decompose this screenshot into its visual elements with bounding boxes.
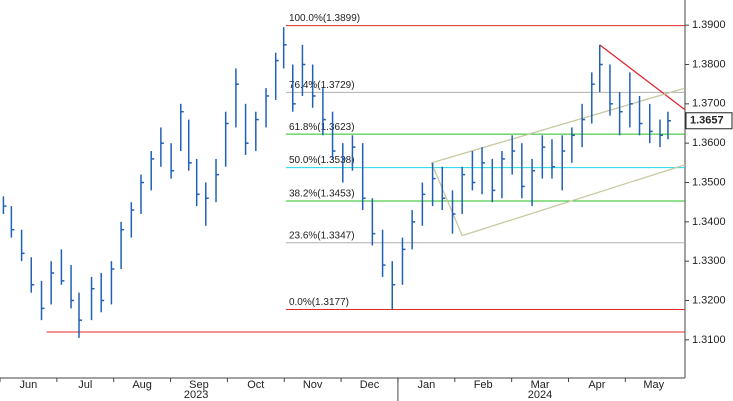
y-tick-label: 1.3400: [692, 216, 726, 228]
level-label: 23.6%(1.3347): [289, 230, 355, 241]
y-tick-label: 1.3500: [692, 176, 726, 188]
level-label: 0.0%(1.3177): [289, 297, 349, 308]
x-tick-label: Dec: [360, 379, 380, 391]
y-tick-label: 1.3700: [692, 98, 726, 110]
x-tick-label: Mar: [531, 379, 550, 391]
x-tick-label: Apr: [588, 379, 605, 391]
last-price-box: [685, 112, 733, 130]
x-tick-label: Aug: [132, 379, 152, 391]
x-tick-label: Jan: [417, 379, 435, 391]
y-tick-label: 1.3100: [692, 334, 726, 346]
last-price-label: 1.3657: [690, 115, 724, 127]
y-tick-label: 1.3200: [692, 294, 726, 306]
trendline: [431, 87, 686, 164]
level-label: 100.0%(1.3899): [289, 13, 360, 24]
x-tick-label: Jul: [78, 379, 92, 391]
level-label: 61.8%(1.3623): [289, 122, 355, 133]
y-tick-label: 1.3300: [692, 255, 726, 267]
x-tick-label: Oct: [247, 379, 264, 391]
trendline: [461, 164, 686, 237]
trendline: [599, 44, 686, 111]
level-label: 50.0%(1.3538): [289, 155, 355, 166]
x-tick-label: Feb: [474, 379, 493, 391]
year-label: 2024: [528, 389, 552, 401]
level-label: 76.4%(1.3729): [289, 80, 355, 91]
y-tick-label: 1.3600: [692, 137, 726, 149]
y-tick-label: 1.3900: [692, 19, 726, 31]
y-tick-label: 1.3800: [692, 58, 726, 70]
year-label: 2023: [184, 389, 208, 401]
x-tick-label: Nov: [303, 379, 323, 391]
trendline: [430, 162, 463, 236]
level-label: 38.2%(1.3453): [289, 189, 355, 200]
x-tick-label: Jun: [20, 379, 38, 391]
x-tick-label: Sep: [189, 379, 209, 391]
x-tick-label: May: [643, 379, 664, 391]
